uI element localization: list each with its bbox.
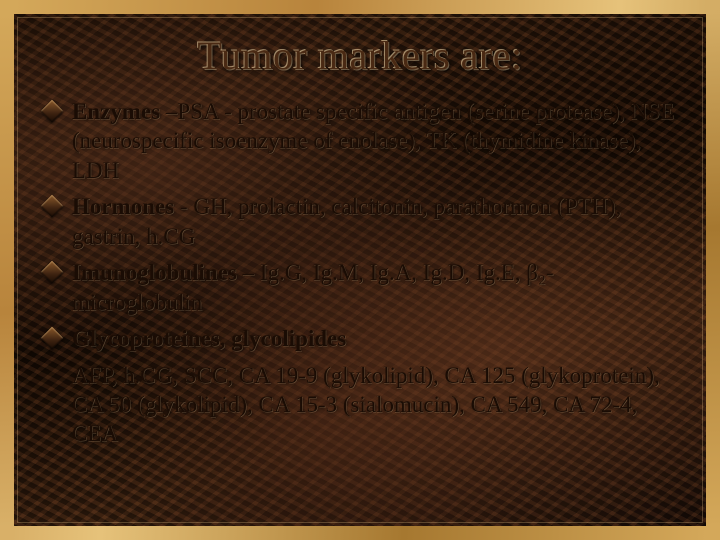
diamond-bullet-icon <box>41 100 64 123</box>
item-lead: Enzymes <box>72 99 160 124</box>
list-item: Enzymes –PSA - prostate specific antigen… <box>44 97 676 185</box>
content-area: Enzymes –PSA - prostate specific antigen… <box>44 97 676 449</box>
item-lead: Hormones <box>72 194 174 219</box>
item-rest: –PSA - prostate specific antigen (serine… <box>72 99 674 183</box>
list-item: Glycoproteines, glycolipides <box>44 324 676 353</box>
diamond-bullet-icon <box>41 327 64 350</box>
diamond-bullet-icon <box>41 261 64 284</box>
slide-frame: Tumor markers are: Enzymes –PSA - prosta… <box>0 0 720 540</box>
diamond-bullet-icon <box>41 195 64 218</box>
list-item: Imunoglobulines – Ig.G, Ig.M, Ig.A, Ig.D… <box>44 258 676 317</box>
sub-line: AFP, h.CG, SCC, CA 19-9 (glykolipid), CA… <box>44 361 676 449</box>
item-lead: Imunoglobulines <box>72 260 237 285</box>
list-item: Hormones - GH, prolactin, calcitonin, pa… <box>44 192 676 251</box>
item-lead: Glycoproteines, glycolipides <box>72 326 346 351</box>
slide-title: Tumor markers are: <box>44 32 676 79</box>
